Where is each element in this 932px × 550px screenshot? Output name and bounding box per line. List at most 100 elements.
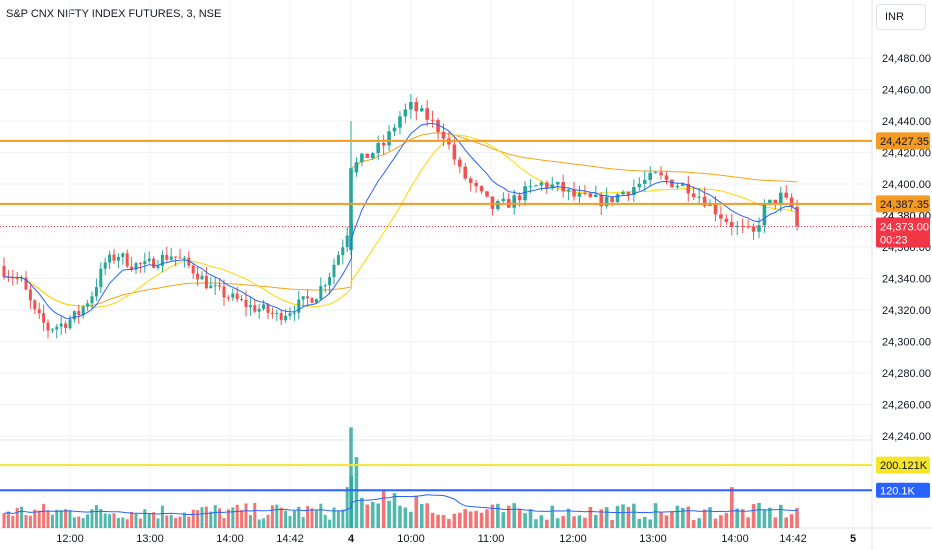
candle-body	[46, 322, 50, 331]
volume-bar	[577, 515, 582, 528]
candle-body	[20, 277, 24, 279]
candle-body	[648, 172, 652, 180]
volume-bar	[523, 513, 527, 528]
candle-body	[64, 323, 68, 329]
candle-body	[686, 183, 691, 194]
fast-ma-line	[4, 122, 798, 319]
volume-bar	[686, 506, 691, 528]
candle-body	[59, 323, 63, 327]
candle-body	[160, 254, 164, 266]
volume-bar	[365, 504, 370, 528]
candle-body	[147, 258, 151, 262]
volume-bar	[143, 509, 147, 528]
volume-bar	[539, 515, 544, 528]
volume-bar	[336, 511, 340, 528]
candle-body	[387, 131, 391, 146]
level-low-tag: 24,387.35	[880, 199, 929, 211]
price-tick-label: 24,320.00	[882, 305, 931, 317]
candle-body	[204, 275, 208, 289]
candle-body	[178, 257, 182, 259]
candle-body	[746, 226, 750, 228]
candle-body	[156, 265, 160, 268]
candle-body	[523, 186, 527, 201]
volume-bar	[670, 511, 674, 528]
time-tick-label: 13:00	[639, 533, 667, 545]
volume-bar	[719, 515, 723, 528]
candle-body	[248, 305, 252, 308]
candle-body	[468, 178, 473, 183]
volume-bar	[160, 505, 164, 528]
candle-body	[72, 311, 76, 320]
time-tick-label: 14:00	[216, 533, 244, 545]
slow-moving-average	[3, 134, 798, 308]
volume-bar	[288, 516, 292, 528]
volume-bar	[583, 517, 587, 528]
level-high-tag: 24,427.35	[880, 136, 929, 148]
candle-body	[134, 263, 138, 270]
volume-bar	[292, 510, 296, 528]
candle-body	[425, 108, 429, 120]
candle-body	[751, 226, 756, 232]
candle-body	[572, 189, 576, 197]
candle-body	[430, 119, 435, 121]
candle-body	[795, 206, 799, 227]
currency-selector[interactable]: INR	[876, 4, 926, 30]
candle-body	[409, 101, 413, 110]
candle-body	[545, 182, 549, 189]
volume-bar	[50, 514, 54, 528]
volume-bar	[441, 515, 446, 528]
candle-body	[403, 109, 408, 117]
candle-body	[266, 304, 270, 313]
volume-bar	[697, 518, 701, 528]
volume-bar	[253, 502, 257, 528]
volume-bar	[262, 518, 266, 528]
candle-body	[702, 196, 707, 206]
volume-bar	[72, 517, 76, 528]
volume-bar	[59, 510, 63, 528]
volume-bar	[284, 510, 288, 528]
candle-body	[222, 286, 226, 298]
volume-bar	[112, 513, 116, 528]
candle-body	[187, 257, 191, 266]
candle-body	[681, 183, 685, 186]
volume-bar	[637, 518, 642, 528]
volume-bar	[713, 518, 718, 528]
candle-body	[50, 329, 54, 331]
volume-bar	[121, 517, 125, 528]
volume-bar	[231, 507, 235, 528]
volume-bar	[594, 514, 598, 528]
volume-bar	[46, 510, 50, 528]
volume-bar	[409, 511, 413, 528]
volume-bar	[323, 514, 327, 528]
candle-body	[323, 285, 327, 287]
volume-bar	[528, 509, 533, 528]
volume-bar	[15, 507, 19, 528]
volume-bar	[165, 515, 169, 528]
price-tick-label: 24,480.00	[882, 53, 931, 65]
candle-body	[496, 201, 500, 209]
volume-bar	[24, 515, 28, 528]
candle-body	[24, 277, 28, 290]
candle-body	[621, 192, 625, 195]
volume-bar	[751, 504, 756, 528]
candle-body	[152, 258, 156, 268]
candle-body	[632, 187, 636, 195]
candle-body	[33, 300, 37, 310]
volume-bar	[77, 516, 81, 528]
volume-bar	[681, 507, 685, 528]
candle-body	[213, 285, 217, 287]
candle-body	[436, 120, 440, 133]
candle-body	[174, 256, 178, 258]
volume-blue-tag: 120.1K	[880, 485, 916, 497]
volume-bar	[349, 427, 353, 528]
candle-body	[561, 182, 565, 192]
volume-bar	[152, 512, 156, 528]
volume-bar	[447, 518, 451, 528]
candle-body	[441, 132, 446, 139]
volume-bar	[604, 507, 609, 528]
candle-body	[458, 159, 462, 167]
volume-bar	[270, 505, 274, 528]
candle-body	[138, 263, 142, 265]
candle-body	[512, 195, 516, 208]
